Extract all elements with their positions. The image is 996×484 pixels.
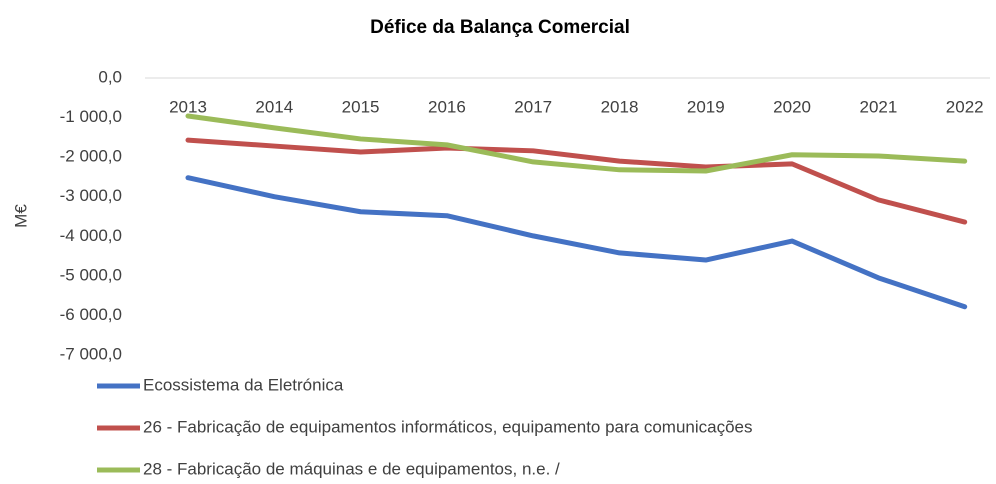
y-axis-label: M€ bbox=[11, 204, 30, 228]
x-tick-label: 2021 bbox=[859, 97, 897, 116]
x-tick-label: 2017 bbox=[514, 97, 552, 116]
y-tick-label: -3 000,0 bbox=[60, 186, 122, 205]
chart-title: Défice da Balança Comercial bbox=[370, 17, 630, 38]
x-tick-label: 2015 bbox=[342, 97, 380, 116]
series-line bbox=[185, 113, 968, 174]
x-tick-label: 2022 bbox=[946, 97, 984, 116]
y-tick-label: -1 000,0 bbox=[60, 107, 122, 126]
x-tick-label: 2016 bbox=[428, 97, 466, 116]
y-tick-label: -6 000,0 bbox=[60, 305, 122, 324]
legend-label: 28 - Fabricação de máquinas e de equipam… bbox=[143, 459, 560, 478]
x-tick-label: 2019 bbox=[687, 97, 725, 116]
y-tick-label: 0,0 bbox=[98, 67, 122, 86]
y-tick-label: -2 000,0 bbox=[60, 147, 122, 166]
series-line bbox=[185, 175, 968, 310]
legend-label: 26 - Fabricação de equipamentos informát… bbox=[143, 417, 753, 436]
y-tick-label: -4 000,0 bbox=[60, 226, 122, 245]
y-tick-label: -5 000,0 bbox=[60, 265, 122, 284]
series-line bbox=[185, 137, 968, 225]
x-tick-label: 2018 bbox=[601, 97, 639, 116]
x-tick-label: 2020 bbox=[773, 97, 811, 116]
legend-label: Ecossistema da Eletrónica bbox=[143, 375, 344, 394]
x-tick-label: 2013 bbox=[169, 97, 207, 116]
x-tick-label: 2014 bbox=[255, 97, 293, 116]
y-tick-label: -7 000,0 bbox=[60, 344, 122, 363]
